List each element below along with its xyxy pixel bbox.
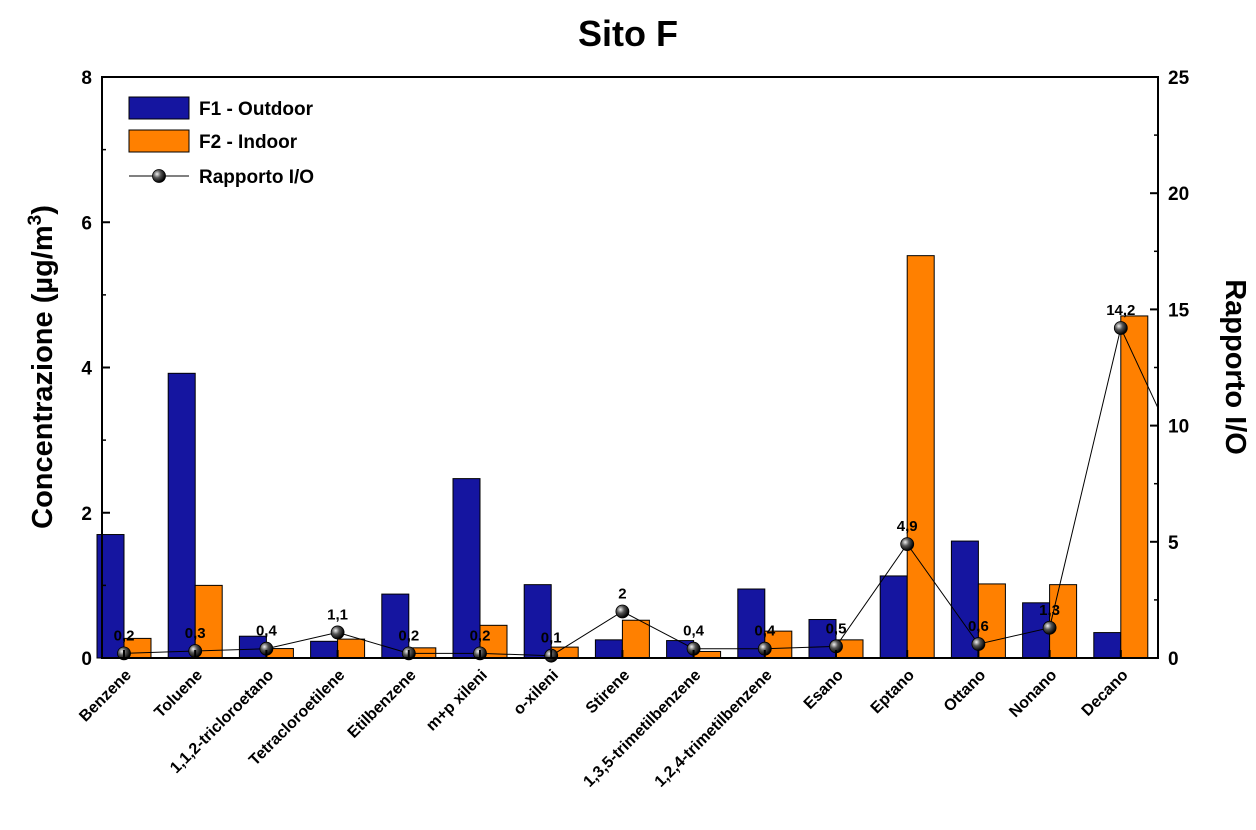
- ratio-label-5: 0,2: [470, 627, 491, 644]
- chart-title: Sito F: [578, 13, 678, 54]
- x-tick-label-12: Ottano: [941, 667, 990, 716]
- legend-swatch-indoor: [128, 129, 190, 153]
- bar-outdoor-4: [381, 593, 410, 659]
- y2-tick-label-2: 10: [1168, 417, 1189, 438]
- ratio-point-14: [1113, 321, 1128, 335]
- y-tick-label-0: 0: [81, 649, 92, 670]
- ratio-label-1: 0,3: [185, 625, 206, 642]
- x-tick-label-14: Decano: [1079, 667, 1132, 720]
- y-axis-title-close: ): [27, 205, 59, 215]
- ratio-label-11: 4,9: [897, 518, 918, 535]
- ratio-label-12: 0,6: [968, 618, 989, 635]
- x-tick-label-0: Benzene: [76, 667, 135, 726]
- y2-axis-title: Rapporto I/O: [1219, 279, 1251, 455]
- bar-outdoor-6: [523, 584, 552, 659]
- y-tick-label-3: 6: [81, 213, 92, 234]
- plot-frame: [101, 76, 1159, 659]
- bar-indoor-11: [906, 255, 935, 659]
- y2-tick-label-5: 25: [1168, 68, 1190, 89]
- legend-label-ratio: Rapporto I/O: [199, 167, 314, 188]
- x-tick-label-1: Toluene: [151, 667, 206, 722]
- ratio-label-4: 0,2: [398, 627, 419, 644]
- legend-swatch-outdoor: [128, 96, 190, 120]
- legend-label-indoor: F2 - Indoor: [199, 132, 298, 153]
- bar-outdoor-5: [452, 478, 481, 659]
- bar-outdoor-9: [737, 588, 766, 659]
- x-tick-label-4: Etilbenzene: [345, 667, 420, 742]
- bar-indoor-14: [1120, 315, 1149, 659]
- ratio-line-layer: 0,2 0,3 0,4 1,1 0,2 0,2 0,1 2 0,4 0,4 0,5 4,9 0,6 1,3…: [114, 302, 1159, 663]
- bar-outdoor-11: [879, 575, 908, 659]
- ratio-label-3: 1,1: [327, 606, 348, 623]
- bar-indoor-3: [337, 638, 366, 659]
- legend-marker-ratio: [152, 169, 166, 183]
- legend-label-outdoor: F1 - Outdoor: [199, 99, 314, 120]
- ratio-point-7: [615, 604, 630, 619]
- ratio-label-13: 1,3: [1039, 602, 1060, 619]
- bar-outdoor-14: [1093, 632, 1122, 659]
- y-tick-label-1: 2: [81, 504, 92, 525]
- bar-outdoor-7: [594, 639, 623, 659]
- x-tick-label-11: Eptano: [868, 667, 919, 718]
- ratio-label-9: 0,4: [754, 623, 776, 640]
- bar-outdoor-1: [167, 372, 196, 659]
- x-tick-label-9: 1,2,4-trimetilbenzene: [652, 667, 776, 791]
- ratio-label-0: 0,2: [114, 627, 135, 644]
- x-tick-label-13: Nonano: [1006, 667, 1060, 721]
- ratio-point-13: [1042, 620, 1057, 635]
- ratio-label-10: 0,5: [826, 620, 847, 637]
- x-tick-label-6: o-xileni: [510, 667, 562, 719]
- ratio-point-3: [330, 625, 345, 640]
- y2-tick-label-0: 0: [1168, 649, 1179, 670]
- x-tick-label-8: 1,3,5-trimetilbenzene: [580, 667, 704, 791]
- y2-tick-label-1: 5: [1168, 533, 1179, 554]
- y-tick-label-2: 4: [81, 359, 92, 380]
- y-axis-title: Concentrazione (µg/m3): [25, 205, 59, 529]
- ratio-label-2: 0,4: [256, 623, 278, 640]
- legend: F1 - Outdoor F2 - Indoor Rapporto I/O: [128, 96, 314, 188]
- bar-indoor-7: [621, 619, 650, 659]
- ratio-point-11: [900, 537, 915, 552]
- y-tick-label-4: 8: [81, 68, 92, 89]
- y2-tick-label-3: 15: [1168, 300, 1190, 321]
- ratio-label-14: 14,2: [1106, 302, 1135, 319]
- ratio-point-12: [971, 637, 986, 651]
- ratio-label-6: 0,1: [541, 630, 562, 647]
- y2-tick-label-4: 20: [1168, 184, 1189, 205]
- ratio-label-8: 0,4: [683, 623, 705, 640]
- ratio-line: [123, 326, 1159, 657]
- y-axis-title-superscript: 3: [25, 215, 46, 226]
- x-tick-label-10: Esano: [801, 667, 847, 713]
- x-tick-label-5: m+p xileni: [423, 667, 491, 735]
- ratio-label-7: 2: [618, 586, 626, 603]
- bar-outdoor-3: [310, 640, 339, 659]
- bar-indoor-13: [1049, 584, 1078, 659]
- x-tick-label-7: Stirene: [583, 667, 633, 717]
